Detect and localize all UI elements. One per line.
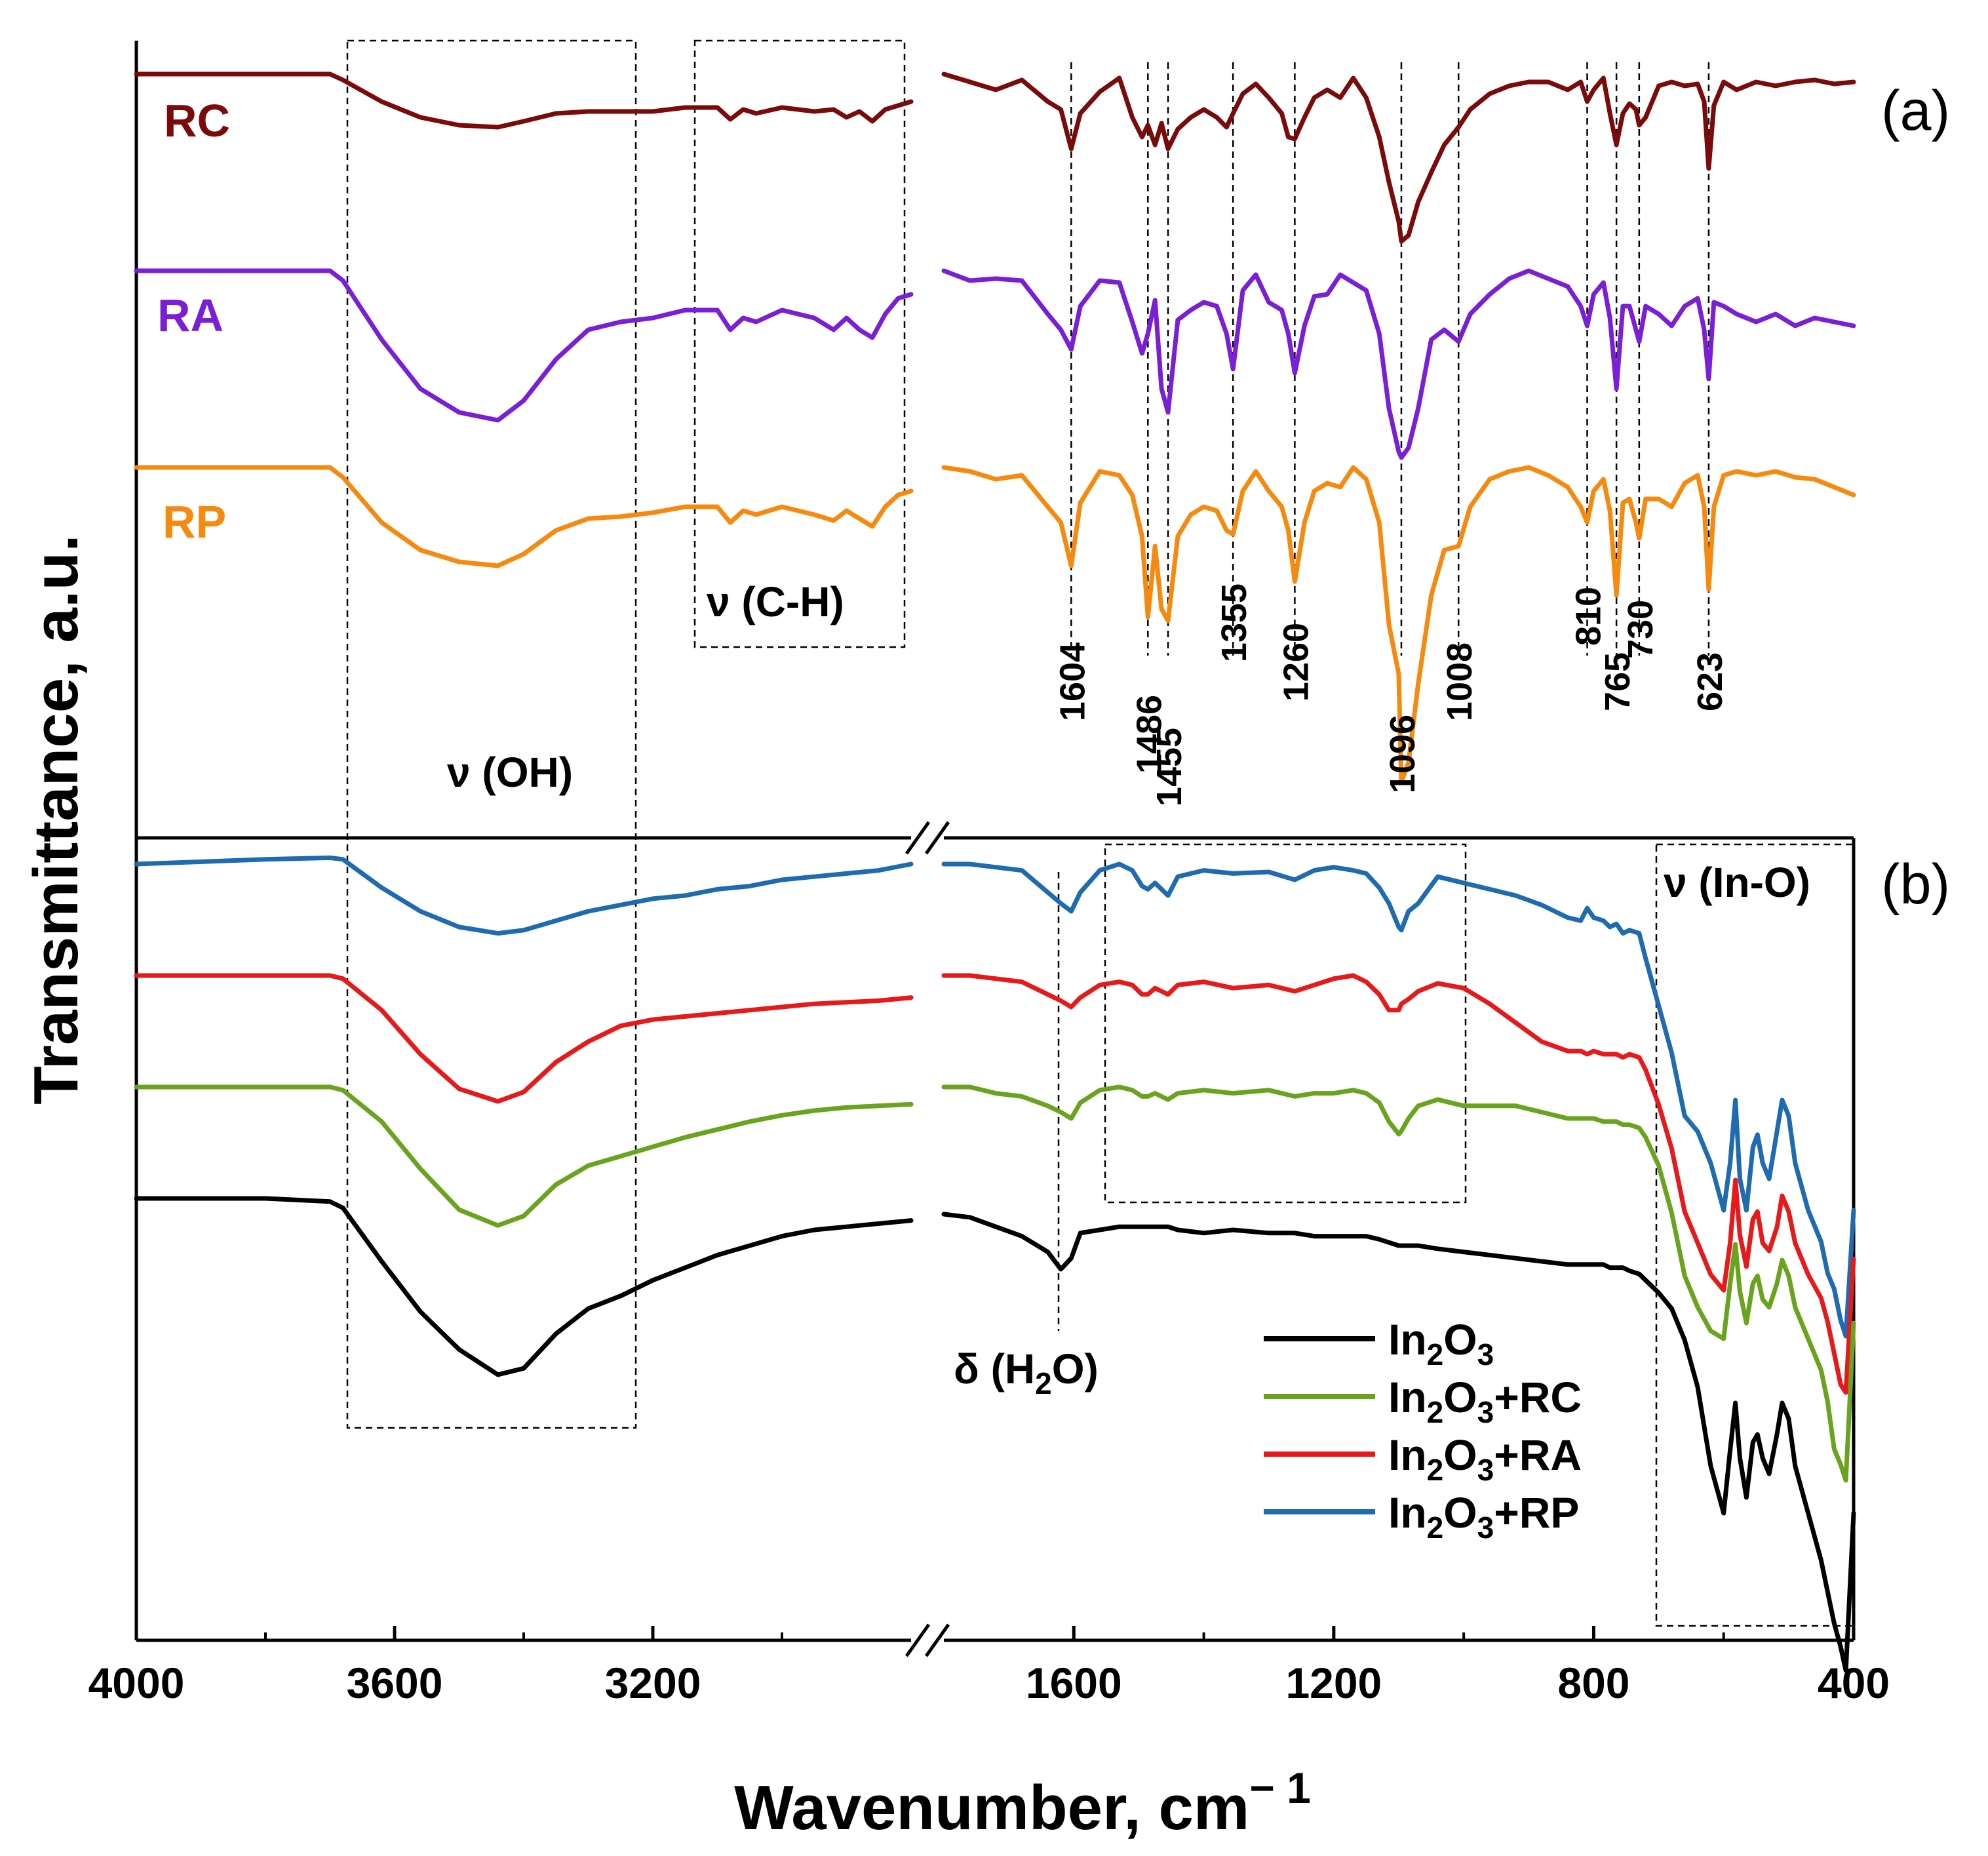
curve-in2o3-low-wavenumber — [941, 1212, 1856, 1673]
x-axis-title-main: Wavenumber, cm — [734, 1773, 1249, 1843]
x-ticks: 4000 3600 3200 1600 1200 800 400 — [88, 1626, 1890, 1707]
curve-in2o3-rp-high-wavenumber — [134, 855, 914, 936]
curve-in2o3-rc-low-wavenumber — [941, 1084, 1856, 1483]
curve-rc-low-wavenumber — [941, 71, 1856, 244]
peak-label-1604: 1604 — [1053, 642, 1092, 721]
series-label-rc: RC — [164, 95, 230, 146]
peak-label-810: 810 — [1569, 587, 1608, 646]
curve-rp-low-wavenumber — [941, 465, 1856, 785]
break-mark-bottom-1 — [905, 1623, 931, 1657]
break-mark-divider-2 — [924, 821, 950, 855]
curve-ra-low-wavenumber — [941, 268, 1856, 460]
curve-in2o3-ra-high-wavenumber — [134, 973, 914, 1104]
curve-rc-high-wavenumber — [134, 71, 914, 130]
curve-in2o3-high-wavenumber — [134, 1196, 914, 1377]
panel-label-b: (b) — [1881, 853, 1950, 916]
x-tick-label-4000: 4000 — [88, 1659, 185, 1707]
curve-rp-high-wavenumber — [134, 465, 914, 568]
curve-ra-high-wavenumber — [134, 268, 914, 423]
peak-label-730: 730 — [1621, 600, 1660, 659]
y-axis-title: Transmittance, a.u. — [21, 534, 91, 1105]
x-tick-label-800: 800 — [1557, 1659, 1629, 1707]
x-tick-label-1200: 1200 — [1285, 1659, 1382, 1707]
peak-label-1355: 1355 — [1215, 583, 1254, 662]
panel-label-a: (a) — [1881, 79, 1950, 142]
legend-label-in2o3: In2O3 — [1388, 1315, 1494, 1372]
x-tick-label-1600: 1600 — [1026, 1659, 1122, 1707]
annot-h2o-main: δ (H — [954, 1345, 1035, 1392]
peak-label-623: 623 — [1690, 652, 1730, 711]
legend-label-in2o3-rc: In2O3+RC — [1388, 1373, 1582, 1429]
curve-in2o3-rp-low-wavenumber — [941, 861, 1856, 1339]
break-mark-bottom-2 — [924, 1623, 950, 1657]
peak-label-765: 765 — [1598, 652, 1637, 711]
x-tick-label-3200: 3200 — [605, 1659, 701, 1707]
annot-in-o: ν (In-O) — [1664, 859, 1810, 906]
legend-label-in2o3-ra: In2O3+RA — [1388, 1431, 1582, 1487]
organic-region-box-b — [1104, 843, 1467, 1204]
x-axis-title-superscript: − 1 — [1249, 1764, 1311, 1812]
annot-ch: ν (C-H) — [707, 578, 844, 625]
curve-in2o3-rc-high-wavenumber — [134, 1084, 914, 1228]
series-label-rp: RP — [163, 496, 226, 547]
x-axis-title: Wavenumber, cm− 1 — [734, 1764, 1311, 1843]
annot-h2o-tail: O) — [1052, 1345, 1099, 1392]
series-label-ra: RA — [157, 290, 224, 341]
peak-label-1096: 1096 — [1383, 715, 1422, 793]
ch-region-box — [693, 39, 906, 648]
peak-label-1260: 1260 — [1276, 623, 1316, 701]
curve-in2o3-ra-low-wavenumber — [941, 973, 1856, 1395]
peak-label-1008: 1008 — [1440, 642, 1479, 721]
x-tick-label-3600: 3600 — [347, 1659, 443, 1707]
x-tick-label-400: 400 — [1818, 1659, 1890, 1707]
peak-label-1455: 1455 — [1150, 728, 1189, 806]
oh-region-box — [346, 39, 637, 1429]
annot-oh: ν (OH) — [447, 749, 573, 796]
break-mark-divider-1 — [905, 821, 931, 855]
annotation-boxes — [346, 39, 1855, 1627]
legend-label-in2o3-rp: In2O3+RP — [1388, 1488, 1579, 1545]
spectra-curves — [134, 71, 1856, 1673]
peak-label-1486: 1486 — [1129, 695, 1169, 774]
annot-h2o-sub: 2 — [1035, 1366, 1052, 1400]
axis-break-marks — [905, 821, 950, 1657]
annot-h2o: δ (H2O) — [954, 1345, 1099, 1400]
in-o-region-box — [1655, 843, 1855, 1627]
